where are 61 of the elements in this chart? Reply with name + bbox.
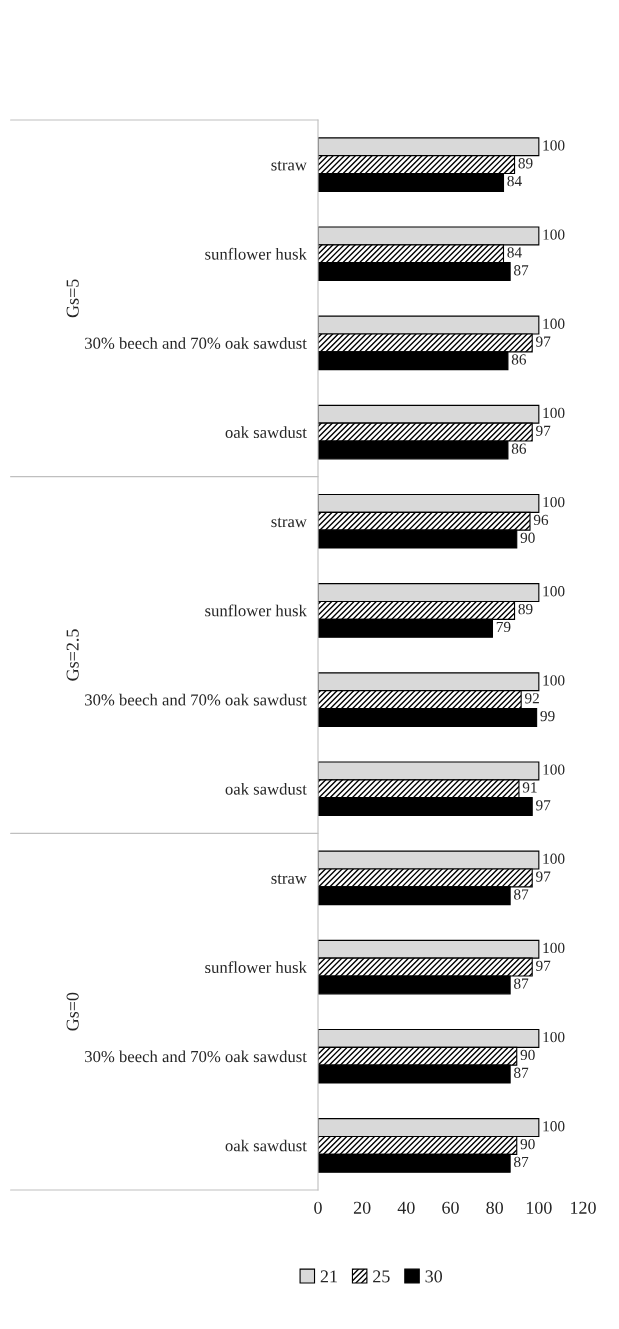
x-tick-label: 80 (486, 1201, 504, 1214)
data-label: 97 (536, 800, 551, 811)
data-label: 100 (543, 318, 565, 329)
y-tick-label: 30% beech and 70% oak sawdust (85, 693, 307, 706)
data-label: 100 (543, 1121, 565, 1132)
data-label: 100 (543, 496, 565, 508)
data-label: 97 (536, 425, 551, 436)
text: Gs=2.5 (66, 629, 79, 681)
data-label: 87 (514, 265, 529, 276)
data-label: 79 (496, 621, 511, 633)
data-label: 92 (524, 693, 539, 704)
data-label: 100 (543, 140, 565, 151)
text: Gs=5 (66, 279, 79, 318)
y-tick-label: straw (271, 517, 307, 528)
data-label: 84 (507, 247, 522, 258)
data-label: 96 (533, 514, 549, 526)
text: Gs=0 (66, 992, 79, 1031)
y-tick-label: straw (271, 874, 307, 884)
data-label: 97 (536, 960, 551, 971)
data-label: 87 (514, 1156, 529, 1168)
y-tick-label: 30% beech and 70% oak sawdust (85, 1050, 307, 1063)
data-label: 86 (511, 354, 527, 365)
x-tick-label: 20 (353, 1201, 371, 1214)
data-label: 100 (543, 586, 565, 597)
y-tick-label: oak sawdust (225, 426, 307, 439)
x-tick-label: 100 (526, 1201, 552, 1214)
data-label: 89 (518, 158, 533, 169)
y-tick-label: sunflower husk (205, 604, 307, 617)
data-label: 100 (543, 229, 565, 240)
data-label: 90 (520, 1049, 535, 1061)
legend-label: 30 (425, 1270, 443, 1283)
legend-label: 21 (320, 1270, 337, 1283)
data-label: 100 (543, 853, 565, 864)
data-label: 86 (511, 443, 527, 454)
data-label: 87 (514, 889, 529, 900)
data-label: 100 (543, 675, 565, 686)
y-tick-label: oak sawdust (225, 1139, 307, 1152)
data-label: 97 (536, 871, 551, 882)
data-label: 91 (522, 782, 537, 793)
data-label: 100 (543, 407, 565, 419)
data-label: 100 (543, 942, 565, 954)
data-label: 90 (520, 1138, 535, 1150)
y-tick-label: straw (271, 160, 307, 171)
y-tick-label: 30% beech and 70% oak sawdust (85, 337, 307, 349)
y-tick-label: oak sawdust (225, 782, 307, 795)
legend-label: 25 (373, 1270, 390, 1283)
data-label: 84 (507, 175, 522, 187)
data-label: 100 (543, 1031, 565, 1043)
x-tick-label: 120 (571, 1201, 596, 1214)
data-label: 87 (514, 1067, 529, 1078)
data-label: 89 (518, 603, 533, 615)
data-label: 97 (536, 336, 551, 347)
y-tick-label: sunflower husk (205, 247, 307, 260)
data-label: 87 (514, 978, 529, 989)
x-tick-label: 40 (397, 1201, 415, 1214)
x-tick-label: 0 (314, 1201, 322, 1214)
data-label: 99 (540, 710, 555, 722)
data-label: 100 (543, 764, 565, 775)
y-tick-label: sunflower husk (205, 961, 307, 974)
x-tick-label: 60 (442, 1201, 459, 1214)
data-label: 90 (520, 532, 535, 543)
